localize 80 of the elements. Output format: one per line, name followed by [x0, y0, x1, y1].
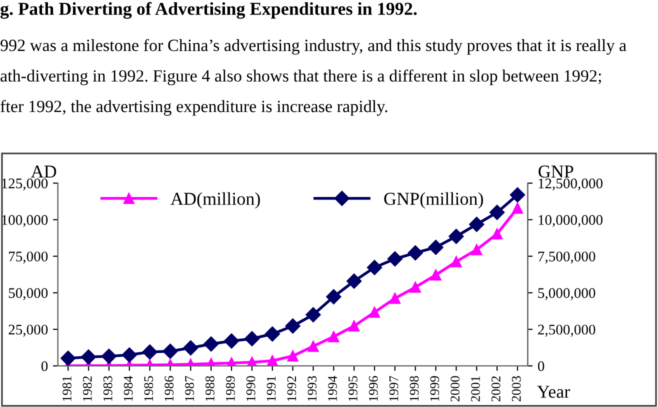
point	[387, 251, 403, 266]
x-tick-label: 1989	[226, 376, 235, 401]
point	[448, 228, 464, 244]
point	[408, 245, 423, 260]
point	[326, 289, 342, 304]
y-tick-label: 0	[41, 361, 48, 372]
point	[490, 204, 505, 220]
point	[430, 269, 442, 281]
x-tick-label: 1984	[124, 376, 133, 401]
point	[471, 244, 482, 256]
x-tick-label: 1983	[103, 376, 112, 401]
x-tick-label: 1985	[144, 376, 154, 401]
y2-tick-label: 5,000,000	[538, 288, 596, 300]
x-tick-label: 2001	[471, 376, 480, 402]
point	[346, 274, 362, 289]
point	[80, 349, 96, 365]
point	[306, 307, 321, 322]
point	[264, 326, 280, 342]
x-tick-label: 1981	[62, 376, 72, 401]
x-tick-label: 1991	[266, 376, 276, 401]
legend-label: AD(million)	[170, 192, 260, 209]
point	[287, 350, 298, 362]
point	[410, 282, 421, 293]
point	[162, 344, 178, 359]
x-tick-label: 1996	[368, 376, 378, 401]
point	[308, 340, 319, 352]
y2-tick-label: 10,000,000	[538, 215, 603, 227]
point	[492, 228, 503, 240]
y-axis-title: AD	[30, 166, 56, 178]
legend-label: GNP(million)	[384, 192, 483, 209]
x-tick-label: 1982	[82, 376, 92, 401]
x-tick-label: 1995	[348, 376, 358, 401]
point	[469, 216, 484, 232]
x-tick-label: 1998	[410, 376, 419, 401]
point	[389, 292, 400, 304]
point	[60, 350, 76, 366]
text: ath-diverting in 1992. Figure 4 also shows that there is a different in slop between 1992;	[0, 69, 601, 86]
y2-axis-title: GNP	[538, 166, 574, 178]
y2-tick-label: 0	[538, 361, 544, 372]
point	[285, 318, 300, 334]
x-tick-label: 2003	[512, 376, 521, 402]
x-tick-label: 1987	[185, 376, 194, 401]
point	[142, 344, 158, 360]
point	[122, 347, 137, 362]
text: 992 was a milestone for China’s advertising industry, and this study proves that it is really a	[0, 38, 626, 55]
point	[510, 187, 526, 202]
y-tick-label: 125,000	[2, 178, 48, 190]
text: fter 1992, the advertising expenditure is increase rapidly.	[0, 100, 388, 116]
point	[101, 348, 117, 364]
point	[183, 340, 198, 356]
point	[266, 355, 278, 366]
point	[366, 260, 382, 276]
x-tick-label: 1993	[308, 376, 317, 401]
x-tick-label: 1997	[389, 376, 398, 401]
x-tick-label: 1990	[246, 376, 256, 401]
x-tick-label: 1994	[328, 376, 337, 401]
x-tick-label: 2000	[450, 376, 460, 402]
point	[428, 240, 444, 255]
point	[328, 331, 340, 342]
x-tick-label: 1988	[206, 376, 214, 401]
y-tick-label: 75,000	[9, 252, 48, 264]
y2-tick-label: 12,500,000	[538, 178, 603, 190]
point	[224, 333, 240, 349]
point	[450, 256, 462, 268]
y2-tick-label: 7,500,000	[538, 252, 596, 264]
point	[244, 331, 260, 346]
y-tick-label: 25,000	[8, 324, 48, 337]
x-axis-title: Year	[537, 386, 570, 398]
y2-tick-label: 2,500,000	[538, 324, 596, 337]
y-tick-label: 50,000	[8, 288, 48, 300]
point	[348, 320, 360, 332]
x-tick-label: 2002	[491, 376, 500, 402]
y-tick-label: 100,000	[2, 215, 48, 227]
x-tick-label: 1986	[164, 376, 174, 401]
x-tick-label: 1992	[287, 376, 296, 401]
x-tick-label: 1999	[430, 376, 440, 401]
point	[204, 336, 219, 352]
point	[368, 306, 380, 318]
chart-title: g. Path Diverting of Advertising Expenditures in 1992.	[0, 2, 417, 19]
point	[512, 202, 524, 214]
